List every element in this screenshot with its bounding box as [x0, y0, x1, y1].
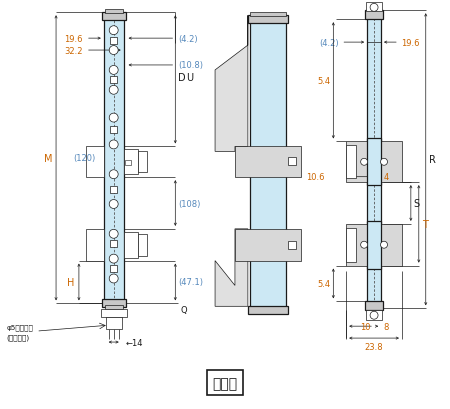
Circle shape — [109, 274, 118, 283]
Text: M: M — [44, 153, 52, 164]
Bar — [248, 16, 288, 24]
Text: 19.6: 19.6 — [401, 38, 419, 47]
Bar — [110, 77, 117, 84]
Text: T: T — [422, 219, 428, 229]
Bar — [124, 232, 138, 258]
Text: D: D — [178, 73, 186, 83]
Bar — [235, 229, 301, 261]
Text: 5.4: 5.4 — [317, 76, 330, 85]
Text: 10: 10 — [360, 322, 371, 331]
Text: 32.2: 32.2 — [64, 47, 83, 55]
Text: 5.4: 5.4 — [317, 279, 330, 288]
Circle shape — [370, 4, 378, 12]
Polygon shape — [215, 16, 248, 152]
Text: 受光器: 受光器 — [212, 376, 238, 390]
Bar — [104, 17, 124, 303]
Bar — [106, 317, 122, 329]
Bar — [288, 241, 296, 249]
Bar — [366, 3, 382, 12]
Circle shape — [381, 159, 387, 166]
Bar — [365, 11, 383, 20]
Bar — [250, 13, 286, 17]
Circle shape — [109, 200, 118, 209]
Bar — [101, 310, 126, 317]
Bar — [138, 152, 148, 173]
Polygon shape — [215, 229, 248, 307]
Circle shape — [109, 141, 118, 150]
Text: φ5灰色電線: φ5灰色電線 — [6, 324, 33, 330]
Bar — [288, 158, 296, 166]
Text: ←14: ←14 — [126, 338, 143, 347]
Bar — [124, 150, 138, 175]
Bar — [138, 234, 148, 256]
Circle shape — [370, 312, 378, 319]
Text: (120): (120) — [73, 154, 95, 163]
Circle shape — [109, 86, 118, 95]
Circle shape — [109, 170, 118, 179]
Text: (4.2): (4.2) — [320, 38, 339, 47]
Bar — [346, 142, 402, 183]
Text: (108): (108) — [178, 199, 201, 208]
Circle shape — [109, 27, 118, 36]
Bar — [110, 265, 117, 272]
Text: 4: 4 — [384, 173, 389, 182]
Bar — [105, 306, 123, 310]
Text: S: S — [414, 198, 420, 209]
Bar — [110, 38, 117, 45]
Bar — [86, 229, 104, 261]
Bar — [110, 240, 117, 247]
Bar — [346, 146, 356, 179]
Bar — [105, 10, 123, 14]
Text: 23.8: 23.8 — [365, 342, 383, 351]
Circle shape — [109, 230, 118, 239]
Text: 19.6: 19.6 — [64, 34, 83, 43]
Text: (帶黑色線): (帶黑色線) — [6, 334, 30, 341]
Text: (4.2): (4.2) — [178, 34, 198, 43]
Text: (47.1): (47.1) — [178, 278, 203, 287]
Bar — [110, 186, 117, 193]
Circle shape — [109, 114, 118, 123]
Bar — [367, 139, 381, 186]
Bar — [365, 301, 383, 310]
Bar — [235, 147, 301, 178]
Bar — [366, 310, 382, 320]
Circle shape — [109, 66, 118, 75]
Circle shape — [109, 47, 118, 55]
Bar — [110, 127, 117, 134]
Circle shape — [360, 242, 368, 249]
Bar — [102, 300, 126, 308]
Bar — [248, 307, 288, 315]
Circle shape — [109, 254, 118, 263]
Bar — [86, 147, 104, 178]
Bar — [250, 22, 286, 310]
Text: (10.8): (10.8) — [178, 61, 203, 70]
Text: U: U — [186, 73, 194, 83]
Bar — [346, 224, 402, 266]
Bar — [367, 19, 381, 308]
Bar — [367, 221, 381, 269]
Bar — [102, 13, 126, 21]
Bar — [346, 228, 356, 262]
Text: 10.6: 10.6 — [306, 173, 324, 182]
Bar — [125, 161, 130, 166]
Text: 8: 8 — [383, 322, 388, 331]
Text: H: H — [67, 277, 74, 287]
Circle shape — [360, 159, 368, 166]
Text: R: R — [429, 155, 436, 165]
Text: Q: Q — [180, 305, 187, 314]
Circle shape — [381, 242, 387, 249]
